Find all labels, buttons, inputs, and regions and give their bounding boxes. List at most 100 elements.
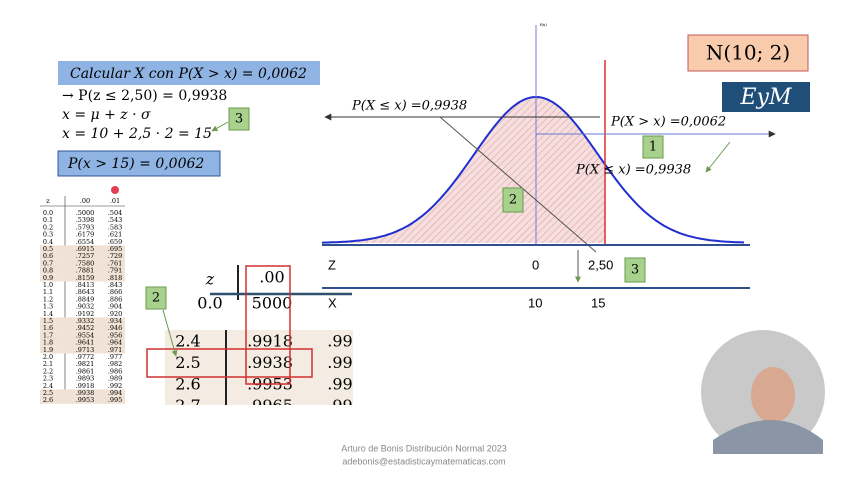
table-cell: 2.4 <box>43 382 53 390</box>
table-header: .00 <box>259 268 284 287</box>
row-band <box>40 274 125 282</box>
badge <box>228 107 250 131</box>
badge-label: 1 <box>649 140 657 155</box>
table-cell: 0.4 <box>43 238 53 246</box>
table-cell: .9641 <box>76 339 95 347</box>
table-cell: 0.2 <box>43 223 53 231</box>
distribution-box <box>687 34 809 72</box>
table-cell: .992 <box>108 382 122 390</box>
table-cell: 0.7 <box>43 259 53 267</box>
table-cell: .904 <box>108 303 122 311</box>
table-cell: .886 <box>108 295 122 303</box>
table-cell: 0.8 <box>43 267 53 275</box>
table-cell: 2.5 <box>175 353 200 372</box>
table-cell: 5000 <box>252 294 293 313</box>
table-cell: .504 <box>108 209 122 217</box>
table-cell: 2.0 <box>43 353 53 361</box>
table-cell: .659 <box>108 238 122 246</box>
x-value: 15 <box>591 295 605 310</box>
table-cell: .9452 <box>76 324 95 332</box>
table-cell: .729 <box>108 252 122 260</box>
row-band <box>40 252 125 260</box>
table-cell: 0.5 <box>43 245 53 253</box>
table-cell: 1.8 <box>43 339 53 347</box>
row-band <box>40 331 125 339</box>
badge <box>145 286 167 310</box>
logo-box <box>722 82 810 112</box>
table-cell: .99 <box>327 396 352 415</box>
graph-label: P(X ≤ x) =0,9938 <box>575 163 691 178</box>
table-cell: .791 <box>108 267 122 275</box>
row-label: X <box>328 295 337 310</box>
table-cell: .6554 <box>76 238 95 246</box>
table-cell: .986 <box>108 367 122 375</box>
z-value: 0 <box>532 257 539 272</box>
table-cell: .8413 <box>76 281 95 289</box>
table-cell: 2.1 <box>43 360 53 368</box>
axis-label: f(x) <box>540 22 547 27</box>
table-cell: .8849 <box>76 295 95 303</box>
z-value: 2,50 <box>588 257 613 272</box>
table-cell: 1.1 <box>43 288 53 296</box>
table-cell: .5398 <box>76 216 95 224</box>
table-cell: .543 <box>108 216 122 224</box>
table-cell: .9918 <box>247 332 293 351</box>
footer: Arturo de Bonis Distribución Normal 2023 <box>341 443 507 453</box>
table-cell: 2.6 <box>175 375 200 394</box>
table-cell: 0.0 <box>197 294 222 313</box>
badge <box>502 187 524 213</box>
logo: EyM <box>739 85 791 110</box>
table-cell: .5793 <box>76 223 95 231</box>
badge-label: 2 <box>152 291 160 306</box>
table-cell: .99 <box>327 332 352 351</box>
zoom-bg <box>165 330 353 405</box>
graph-label: P(X > x) =0,0062 <box>610 115 726 130</box>
table-cell: .9192 <box>76 310 95 318</box>
table-cell: .9554 <box>76 331 95 339</box>
table-cell: 0.9 <box>43 274 53 282</box>
table-cell: .5000 <box>76 209 95 217</box>
table-cell: .9953 <box>76 396 95 404</box>
table-cell: 2.2 <box>43 367 53 375</box>
table-cell: .964 <box>108 339 122 347</box>
table-cell: .9332 <box>76 317 95 325</box>
table-cell: 1.3 <box>43 303 53 311</box>
table-cell: .977 <box>108 353 122 361</box>
table-cell: .7580 <box>76 259 95 267</box>
table-cell: 1.9 <box>43 346 53 354</box>
table-cell: .995 <box>108 396 122 404</box>
table-cell: 1.2 <box>43 295 53 303</box>
table-cell: .866 <box>108 288 122 296</box>
table-cell: 0.1 <box>43 216 53 224</box>
table-cell: .956 <box>108 331 122 339</box>
table-cell: .934 <box>108 317 122 325</box>
table-cell: .9938 <box>247 353 293 372</box>
table-cell: .818 <box>108 274 122 282</box>
x-value: 10 <box>528 295 542 310</box>
table-cell: .6179 <box>76 231 95 239</box>
table-cell: .621 <box>108 231 122 239</box>
table-cell: .9821 <box>76 360 95 368</box>
table-cell: .583 <box>108 223 122 231</box>
table-cell: 1.5 <box>43 317 53 325</box>
row-band <box>40 245 125 253</box>
table-cell: .6915 <box>76 245 95 253</box>
table-cell: .7257 <box>76 252 95 260</box>
graph-label: P(X ≤ x) =0,9938 <box>351 99 467 114</box>
table-cell: .9772 <box>76 353 95 361</box>
step: x = 10 + 2,5 · 2 = 15 <box>62 126 212 142</box>
table-cell: .9861 <box>76 367 95 375</box>
table-cell: .99 <box>327 353 352 372</box>
badge <box>624 257 646 283</box>
row-band <box>40 259 125 267</box>
table-cell: .982 <box>108 360 122 368</box>
title-box <box>58 61 320 85</box>
distribution: N(10; 2) <box>706 41 790 65</box>
result: P(x > 15) = 0,0062 <box>67 156 204 172</box>
step: x = μ + z · σ <box>62 107 151 123</box>
table-cell: 0.6 <box>43 252 53 260</box>
row-band <box>40 396 125 404</box>
table-cell: .9032 <box>76 303 95 311</box>
result-box <box>57 150 221 177</box>
table-cell: 1.6 <box>43 324 53 332</box>
